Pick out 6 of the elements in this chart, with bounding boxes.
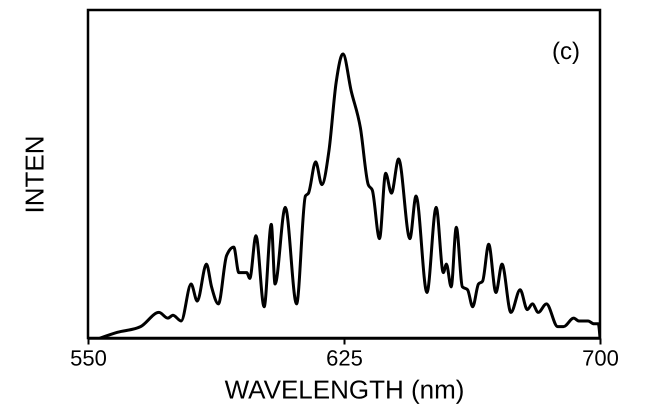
x-tick-label: 625 [326, 346, 363, 370]
y-axis-title: INTEN [20, 136, 50, 214]
x-tick-label: 550 [70, 346, 107, 370]
x-axis-title: WAVELENGTH (nm) [224, 374, 464, 404]
annotation: (c) [552, 38, 580, 65]
x-tick-label: 700 [582, 346, 619, 370]
